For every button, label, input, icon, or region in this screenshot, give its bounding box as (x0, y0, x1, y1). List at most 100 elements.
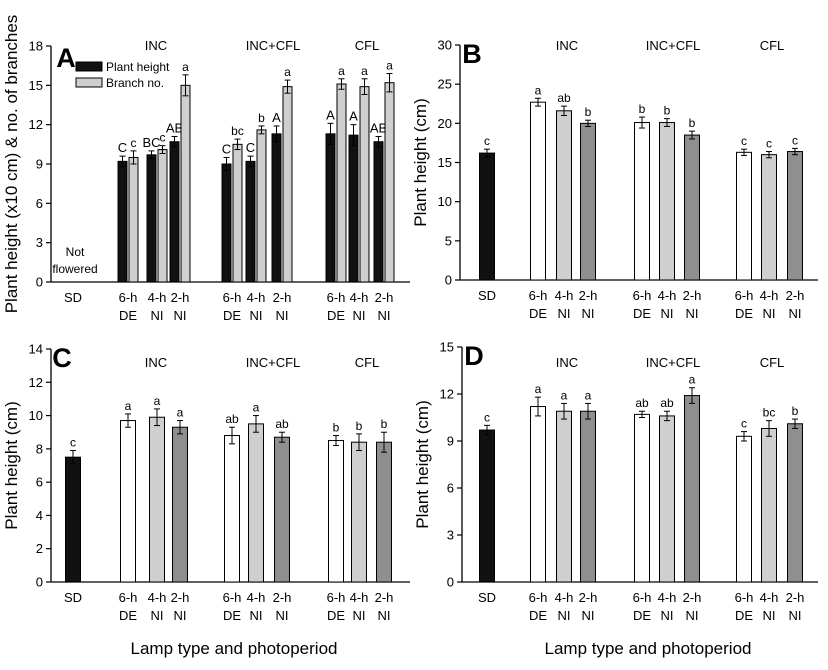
category-label: DE (735, 306, 753, 321)
significance-label: b (664, 104, 671, 118)
significance-label: ab (557, 91, 571, 105)
group-label: INC (145, 38, 167, 53)
significance-label: C (222, 141, 231, 156)
y-axis-title: Plant height (x10 cm) & no. of branches (2, 15, 21, 314)
category-label: 4-h (247, 290, 266, 305)
bar (172, 426, 188, 583)
bar (157, 149, 168, 283)
y-tick-label: 18 (29, 39, 43, 54)
group-label: INC+CFL (646, 38, 701, 53)
significance-label: c (741, 417, 747, 431)
legend-label: Branch no. (106, 76, 164, 90)
bar (530, 406, 546, 583)
bar (580, 122, 596, 281)
category-label: 2-h (273, 290, 292, 305)
significance-label: a (585, 388, 592, 402)
panel-letter: C (52, 343, 72, 373)
significance-label: b (689, 116, 696, 130)
category-label: DE (327, 308, 345, 323)
group-label: CFL (355, 38, 380, 53)
bar (634, 413, 650, 583)
category-label: NI (250, 308, 263, 323)
y-tick-label: 12 (29, 117, 43, 132)
not-flowered-note: Not (66, 245, 85, 259)
group-label: CFL (760, 355, 785, 370)
category-label: DE (223, 608, 241, 623)
significance-label: c (766, 137, 772, 151)
bar (479, 429, 495, 583)
category-label: 6-h (119, 590, 138, 605)
significance-label: c (484, 134, 490, 148)
y-axis-title: Plant height (cm) (2, 401, 21, 530)
category-label: NI (558, 608, 571, 623)
y-tick-label: 9 (447, 434, 454, 449)
significance-label: a (338, 64, 345, 78)
significance-label: bc (763, 406, 776, 420)
category-label: NI (582, 608, 595, 623)
bar (221, 163, 232, 283)
significance-label: a (689, 373, 696, 387)
significance-label: A (272, 110, 281, 125)
category-label: DE (223, 308, 241, 323)
x-axis-title: Lamp type and photoperiod (545, 639, 752, 658)
panel-letter: B (462, 39, 482, 69)
y-tick-label: 10 (29, 408, 43, 423)
category-label: 6-h (119, 290, 138, 305)
category-label: 4-h (555, 288, 574, 303)
bar (530, 101, 546, 281)
bar (359, 86, 370, 283)
category-label: NI (661, 608, 674, 623)
bar (245, 160, 256, 283)
significance-label: b (585, 105, 592, 119)
group-label: INC+CFL (246, 38, 301, 53)
category-label: NI (276, 608, 289, 623)
y-tick-label: 3 (447, 528, 454, 543)
bar (684, 395, 700, 583)
significance-label: BC (142, 135, 160, 150)
significance-label: a (125, 399, 132, 413)
bar (787, 423, 803, 583)
bar (373, 141, 384, 283)
category-label: 6-h (223, 590, 242, 605)
significance-label: a (535, 83, 542, 97)
bar (556, 410, 572, 583)
y-tick-label: 12 (29, 375, 43, 390)
category-label: 2-h (786, 288, 805, 303)
y-tick-label: 15 (440, 340, 454, 355)
significance-label: b (792, 404, 799, 418)
y-tick-label: 6 (36, 196, 43, 211)
category-label: 2-h (786, 590, 805, 605)
significance-label: ab (635, 396, 649, 410)
significance-label: ab (660, 396, 674, 410)
group-label: CFL (355, 355, 380, 370)
bar (736, 151, 752, 281)
category-label: NI (763, 608, 776, 623)
bar (351, 441, 367, 583)
y-tick-label: 2 (36, 541, 43, 556)
category-label: 4-h (350, 290, 369, 305)
bar (256, 129, 267, 283)
x-axis-title: Lamp type and photoperiod (131, 639, 338, 658)
bar (659, 415, 675, 583)
category-label: 2-h (375, 290, 394, 305)
bar (149, 416, 165, 583)
significance-label: b (639, 102, 646, 116)
bar (787, 151, 803, 281)
y-tick-label: 0 (445, 273, 452, 288)
category-label: 6-h (735, 590, 754, 605)
significance-label: a (535, 382, 542, 396)
category-label: NI (582, 306, 595, 321)
bar (325, 133, 336, 283)
category-label: NI (378, 308, 391, 323)
category-label: SD (478, 590, 496, 605)
category-label: 4-h (760, 590, 779, 605)
y-axis-title: Plant height (cm) (411, 98, 430, 227)
significance-label: c (70, 436, 76, 450)
bar (271, 133, 282, 283)
group-label: CFL (760, 38, 785, 53)
panel-a: 0 3 6 9 12 15 18 Plant height (x10 cm) & no. of… (2, 15, 410, 323)
significance-label: bc (231, 124, 244, 138)
category-label: NI (789, 306, 802, 321)
bar (328, 440, 344, 583)
